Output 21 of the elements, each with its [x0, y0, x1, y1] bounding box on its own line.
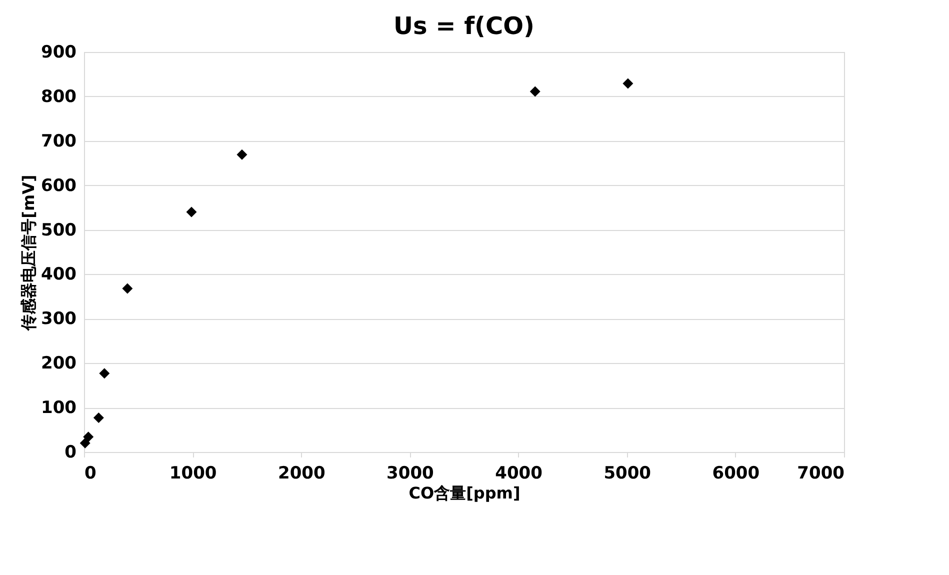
- y-tick-label: 100: [41, 398, 77, 418]
- y-tick-label: 800: [41, 86, 77, 107]
- x-tick-label: 3000: [386, 464, 434, 484]
- y-tick-label: 700: [41, 131, 77, 152]
- y-tick-label: 600: [41, 176, 77, 196]
- y-axis-title: 传感器电压信号[mV]: [19, 174, 38, 332]
- y-tick-label: 500: [41, 220, 77, 240]
- x-tick-label: 7000: [797, 464, 845, 484]
- y-tick-label: 900: [41, 42, 77, 62]
- x-tick-label: 0: [84, 464, 96, 484]
- y-tick-label: 400: [41, 264, 77, 285]
- x-tick-label: 4000: [495, 464, 543, 484]
- y-tick-label: 300: [41, 309, 77, 330]
- x-tick-label: 2000: [278, 464, 326, 484]
- x-axis-title: CO含量[ppm]: [408, 484, 520, 502]
- chart-title: Us = f(CO): [394, 12, 534, 40]
- y-tick-label: 0: [64, 442, 77, 462]
- x-tick-label: 6000: [712, 464, 760, 484]
- x-tick-label: 5000: [604, 464, 652, 484]
- y-tick-label: 200: [41, 354, 77, 374]
- x-tick-label: 1000: [169, 464, 217, 484]
